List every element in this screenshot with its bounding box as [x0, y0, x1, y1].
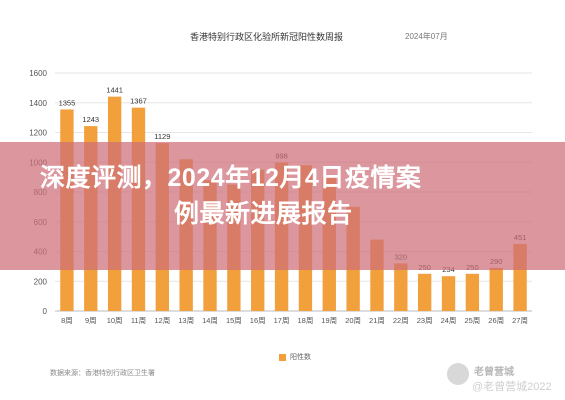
x-tick-label: 22周: [393, 316, 409, 325]
x-tick-label: 19周: [321, 316, 337, 325]
x-tick-label: 23周: [417, 316, 433, 325]
x-tick-label: 27周: [512, 316, 528, 325]
bar-value-label: 1367: [130, 97, 147, 106]
watermark-handle: @老曾营城2022: [472, 381, 552, 393]
x-tick-label: 20周: [345, 316, 361, 325]
bar-value-label: 1355: [59, 98, 76, 107]
bar: [489, 267, 503, 311]
legend-swatch: [279, 354, 286, 361]
legend-label: 阳性数: [290, 354, 311, 361]
x-tick-label: 8周: [61, 316, 73, 325]
x-tick-label: 12周: [154, 316, 170, 325]
x-tick-label: 14周: [202, 316, 218, 325]
x-tick-label: 17周: [274, 316, 290, 325]
x-tick-label: 24周: [441, 316, 457, 325]
x-tick-label: 25周: [464, 316, 480, 325]
camera-badge-icon: [447, 363, 469, 385]
headline-line-1: 深度评测，2024年12月4日疫情案: [40, 164, 422, 192]
y-tick-label: 200: [34, 277, 48, 286]
x-tick-label: 13周: [178, 316, 194, 325]
watermark-brand: 老曾营城: [474, 367, 514, 378]
report-date: 2024年07月: [405, 32, 448, 41]
y-tick-label: 1600: [29, 69, 47, 78]
bar: [465, 273, 480, 311]
y-tick-label: 1400: [29, 99, 47, 108]
bar: [441, 276, 456, 311]
x-tick-label: 11周: [131, 316, 146, 325]
y-tick-label: 0: [43, 307, 48, 316]
bar-value-label: 1129: [154, 132, 170, 141]
x-tick-label: 18周: [298, 316, 314, 325]
headline-line-2: 例最新进展报告: [174, 200, 353, 228]
x-tick-label: 10周: [107, 316, 123, 325]
x-tick-label: 16周: [250, 316, 266, 325]
bar-value-label: 1441: [106, 86, 123, 95]
data-source: 数据来源：香港特别行政区卫生署: [50, 370, 155, 377]
bar: [417, 273, 432, 311]
overlay-banner: [0, 142, 565, 270]
bar: [394, 263, 408, 311]
x-tick-label: 15周: [226, 316, 242, 325]
y-tick-label: 1200: [29, 129, 47, 138]
bar-value-label: 1243: [82, 115, 99, 124]
chart-title: 香港特别行政区化验所新冠阳性数周报: [190, 32, 344, 42]
x-tick-label: 26周: [488, 316, 504, 325]
x-tick-label: 9周: [85, 316, 97, 325]
x-tick-label: 21周: [369, 316, 385, 325]
headline: 深度评测，2024年12月4日疫情案 例最新进展报告: [40, 160, 540, 232]
